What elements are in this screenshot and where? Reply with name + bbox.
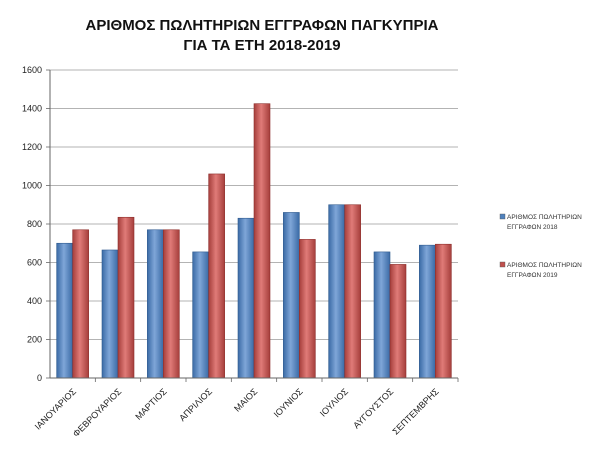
legend-label: ΑΡΙΘΜΟΣ ΠΩΛΗΤΗΡΙΩΝ — [507, 262, 582, 269]
y-tick-label: 1200 — [22, 142, 42, 152]
y-axis-ticks: 0 200 400 600 800 1000 1200 1400 1600 — [22, 65, 50, 383]
y-tick-label: 1000 — [22, 181, 42, 191]
bar-2019 — [163, 229, 180, 379]
legend-swatch — [499, 213, 506, 220]
axes — [49, 70, 459, 382]
y-tick-label: 600 — [27, 258, 42, 268]
bar-2018 — [283, 212, 300, 379]
chart-title-line: ΑΡΙΘΜΟΣ ΠΩΛΗΤΗΡΙΩΝ ΕΓΓΡΑΦΩΝ ΠΑΓΚΥΠΡΙΑ — [86, 17, 439, 34]
y-tick-label: 800 — [27, 219, 42, 229]
bar-2019 — [299, 239, 316, 379]
legend-label: ΑΡΙΘΜΟΣ ΠΩΛΗΤΗΡΙΩΝ — [507, 214, 582, 221]
bar-2019 — [435, 243, 452, 379]
x-category-label: ΑΥΓΟΥΣΤΟΣ — [351, 386, 395, 430]
bar-2018 — [419, 244, 436, 379]
x-category-label: ΜΑΡΤΙΟΣ — [133, 386, 169, 422]
y-tick-label: 400 — [27, 296, 42, 306]
legend: ΑΡΙΘΜΟΣ ΠΩΛΗΤΗΡΙΩΝ ΕΓΓΡΑΦΩΝ 2018 ΑΡΙΘΜΟΣ Π… — [499, 213, 582, 279]
bar-2019 — [253, 103, 271, 379]
bar-2018 — [328, 204, 345, 379]
y-tick-label: 1400 — [22, 104, 42, 114]
y-tick-label: 0 — [37, 373, 42, 383]
legend-label: ΕΓΓΡΑΦΩΝ 2019 — [507, 272, 558, 279]
y-tick-label: 1600 — [22, 65, 42, 75]
x-category-label: ΙΑΝΟΥΑΡΙΟΣ — [33, 386, 79, 432]
bar-2019 — [72, 229, 89, 379]
legend-swatch — [499, 261, 506, 268]
y-tick-label: 200 — [27, 335, 42, 345]
bar-2018 — [147, 229, 164, 379]
chart-title: ΑΡΙΘΜΟΣ ΠΩΛΗΤΗΡΙΩΝ ΕΓΓΡΑΦΩΝ ΠΑΓΚΥΠΡΙΑ ΓΙΑ… — [86, 17, 439, 54]
bar-2018 — [56, 242, 73, 379]
bar-2018 — [192, 251, 209, 379]
x-category-label: ΑΠΡΙΛΙΟΣ — [177, 386, 214, 423]
x-category-label: ΣΕΠΤΕΜΒΡΗΣ — [390, 386, 441, 437]
bar-2018 — [101, 249, 119, 379]
chart-title-line: ΓΙΑ ΤΑ ΕΤΗ 2018-2019 — [183, 37, 340, 54]
x-category-label: ΜΑΙΟΣ — [232, 386, 260, 414]
bar-2019 — [208, 173, 225, 379]
x-category-label: ΙΟΥΝΙΟΣ — [272, 386, 305, 419]
bars — [56, 103, 452, 379]
bar-2019 — [389, 264, 407, 379]
x-category-label: ΙΟΥΛΙΟΣ — [318, 386, 351, 419]
x-category-label: ΦΕΒΡΟΥΑΡΙΟΣ — [71, 386, 124, 439]
bar-2018 — [237, 217, 255, 379]
bar-2019 — [117, 216, 135, 379]
bar-2018 — [373, 251, 391, 379]
legend-label: ΕΓΓΡΑΦΩΝ 2018 — [507, 224, 558, 231]
bar-2019 — [344, 204, 361, 379]
